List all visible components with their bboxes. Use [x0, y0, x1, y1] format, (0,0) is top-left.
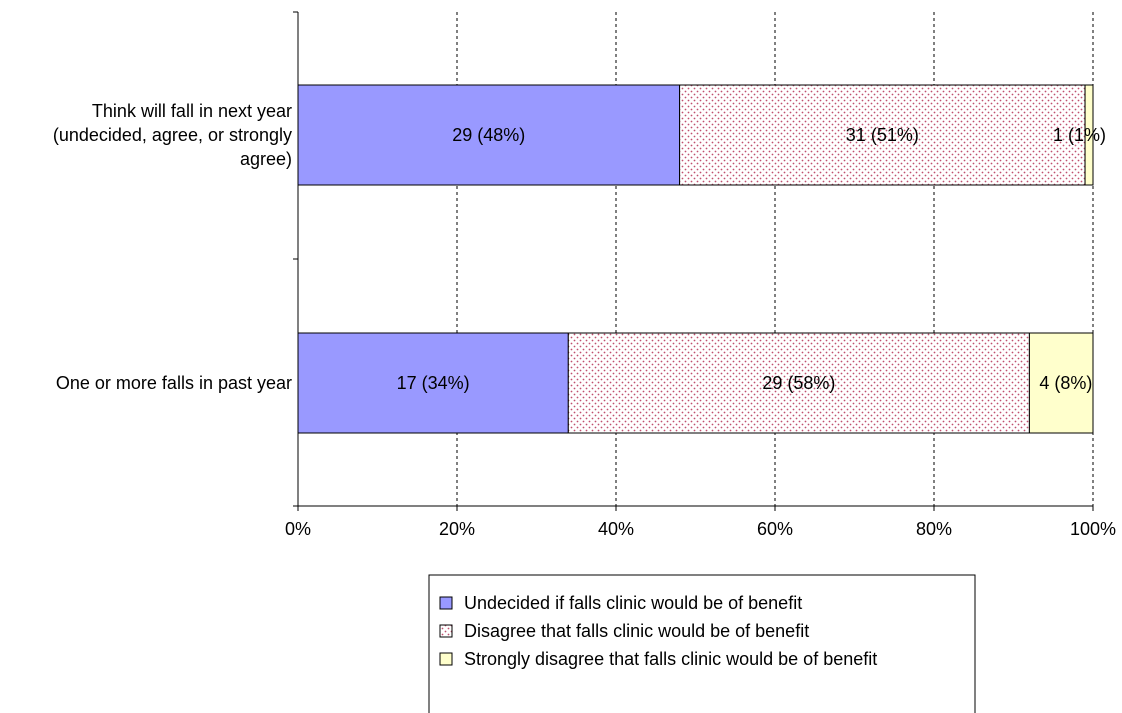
category-label-line: One or more falls in past year	[56, 373, 292, 393]
bar-segment	[1084, 84, 1094, 186]
legend-label: Disagree that falls clinic would be of b…	[464, 621, 809, 641]
legend-swatch	[439, 624, 453, 638]
bar-segment	[1028, 332, 1094, 434]
labels: 29 (48%) 31 (51%) 1 (1%) Think will fall in…	[53, 101, 1106, 393]
x-tick-label: 100%	[1070, 519, 1116, 539]
x-tick-label: 40%	[598, 519, 634, 539]
bar-segment	[297, 332, 569, 434]
x-tick-label: 60%	[757, 519, 793, 539]
bar-segment	[679, 84, 1086, 186]
category-label: Think will fall in next year (undecided, …	[53, 101, 292, 169]
x-tick-label: 0%	[285, 519, 311, 539]
legend-label: Undecided if falls clinic would be of be…	[464, 593, 802, 613]
axes: 0% 20% 40% 60% 80% 100%	[285, 11, 1116, 539]
category-label: One or more falls in past year	[56, 373, 292, 393]
data-label: 29 (58%)	[762, 373, 835, 393]
x-tick-label: 80%	[916, 519, 952, 539]
data-label: 31 (51%)	[846, 125, 919, 145]
data-label: 29 (48%)	[452, 125, 525, 145]
legend-swatch	[439, 596, 453, 610]
legend: Undecided if falls clinic would be of be…	[428, 574, 976, 713]
category-label-line: Think will fall in next year	[92, 101, 292, 121]
data-label: 17 (34%)	[397, 373, 470, 393]
gridlines	[456, 12, 1094, 506]
data-label: 4 (8%)	[1039, 373, 1092, 393]
bars	[297, 84, 1094, 434]
legend-label: Strongly disagree that falls clinic woul…	[464, 649, 877, 669]
legend-box	[428, 574, 976, 713]
legend-swatch	[439, 652, 453, 666]
bar-segment	[567, 332, 1030, 434]
x-tick-label: 20%	[439, 519, 475, 539]
category-label-line: agree)	[240, 149, 292, 169]
data-label: 1 (1%)	[1053, 125, 1106, 145]
category-label-line: (undecided, agree, or strongly	[53, 125, 292, 145]
